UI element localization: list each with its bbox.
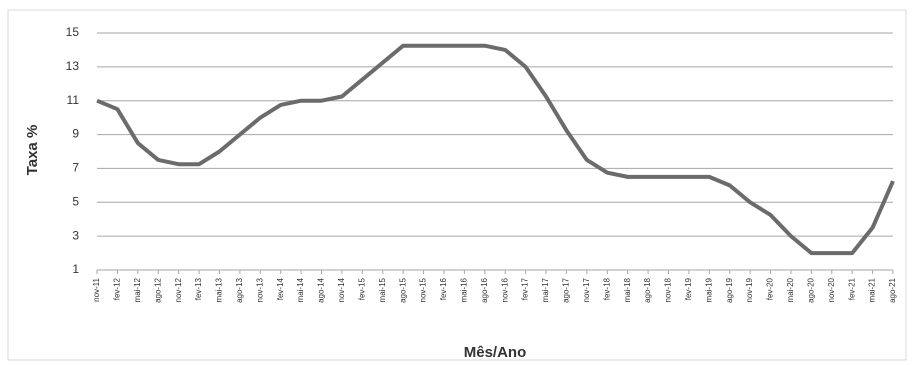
x-tick-label: ago-15	[398, 277, 407, 302]
y-tick-label: 1	[72, 262, 79, 276]
x-tick-label: mai-14	[296, 277, 305, 302]
x-tick-label: nov-19	[745, 277, 754, 302]
x-tick-label: mai-20	[786, 277, 795, 302]
x-tick-label: ago-12	[153, 277, 162, 302]
line-series	[96, 43, 895, 256]
x-tick-label: mai-13	[215, 277, 224, 302]
x-tick-label: mai-12	[133, 277, 142, 302]
y-tick-label: 5	[72, 194, 79, 208]
x-axis-title: Mês/Ano	[464, 344, 527, 361]
x-tick-label: fev-19	[684, 277, 693, 300]
x-tick-label: fev-21	[847, 277, 856, 300]
x-tick-label: fev-14	[276, 277, 285, 300]
x-tick-label: nov-11	[92, 277, 101, 301]
x-tick-label: mai-17	[541, 277, 550, 302]
x-tick-label: ago-19	[725, 277, 734, 302]
x-tick-label: mai-21	[868, 277, 877, 302]
x-tick-label: fev-18	[602, 277, 611, 300]
y-tick-label: 3	[72, 228, 79, 242]
x-tick-label: fev-20	[766, 277, 775, 300]
x-tick-label: nov-15	[419, 277, 428, 302]
x-tick-label: nov-16	[500, 277, 509, 302]
x-tick-label: nov-17	[582, 277, 591, 302]
y-tick-label: 11	[67, 93, 80, 107]
x-tick-label: ago-21	[888, 277, 897, 302]
y-tick-label: 13	[66, 59, 80, 73]
x-tick-label: fev-17	[521, 277, 530, 300]
x-tick-label: nov-14	[337, 277, 346, 302]
x-tick-label: mai-16	[459, 277, 468, 302]
x-tick-label: ago-20	[806, 277, 815, 302]
x-tick-label: ago-13	[235, 277, 244, 302]
x-tick-label: nov-13	[255, 277, 264, 302]
x-tick-label: ago-14	[317, 277, 326, 302]
x-tick-label: fev-12	[113, 277, 122, 300]
y-tick-label: 15	[66, 25, 80, 39]
y-axis-title: Taxa %	[24, 125, 41, 176]
y-tick-label: 7	[72, 161, 79, 175]
x-tick-label: ago-18	[643, 277, 652, 302]
x-tick-label: fev-15	[357, 277, 366, 300]
x-tick-label: nov-12	[174, 277, 183, 302]
x-tick-label: ago-16	[480, 277, 489, 302]
x-tick-label: nov-20	[827, 277, 836, 302]
y-tick-label: 9	[72, 127, 79, 141]
x-tick-label: mai-15	[378, 277, 387, 302]
x-tick-label: fev-16	[439, 277, 448, 300]
x-tick-label: nov-18	[664, 277, 673, 302]
chart-frame	[7, 9, 907, 361]
x-tick-label: mai-19	[704, 277, 713, 302]
x-tick-label: mai-18	[623, 277, 632, 302]
x-tick-label: fev-13	[194, 277, 203, 300]
x-tick-label: ago-17	[562, 277, 571, 302]
